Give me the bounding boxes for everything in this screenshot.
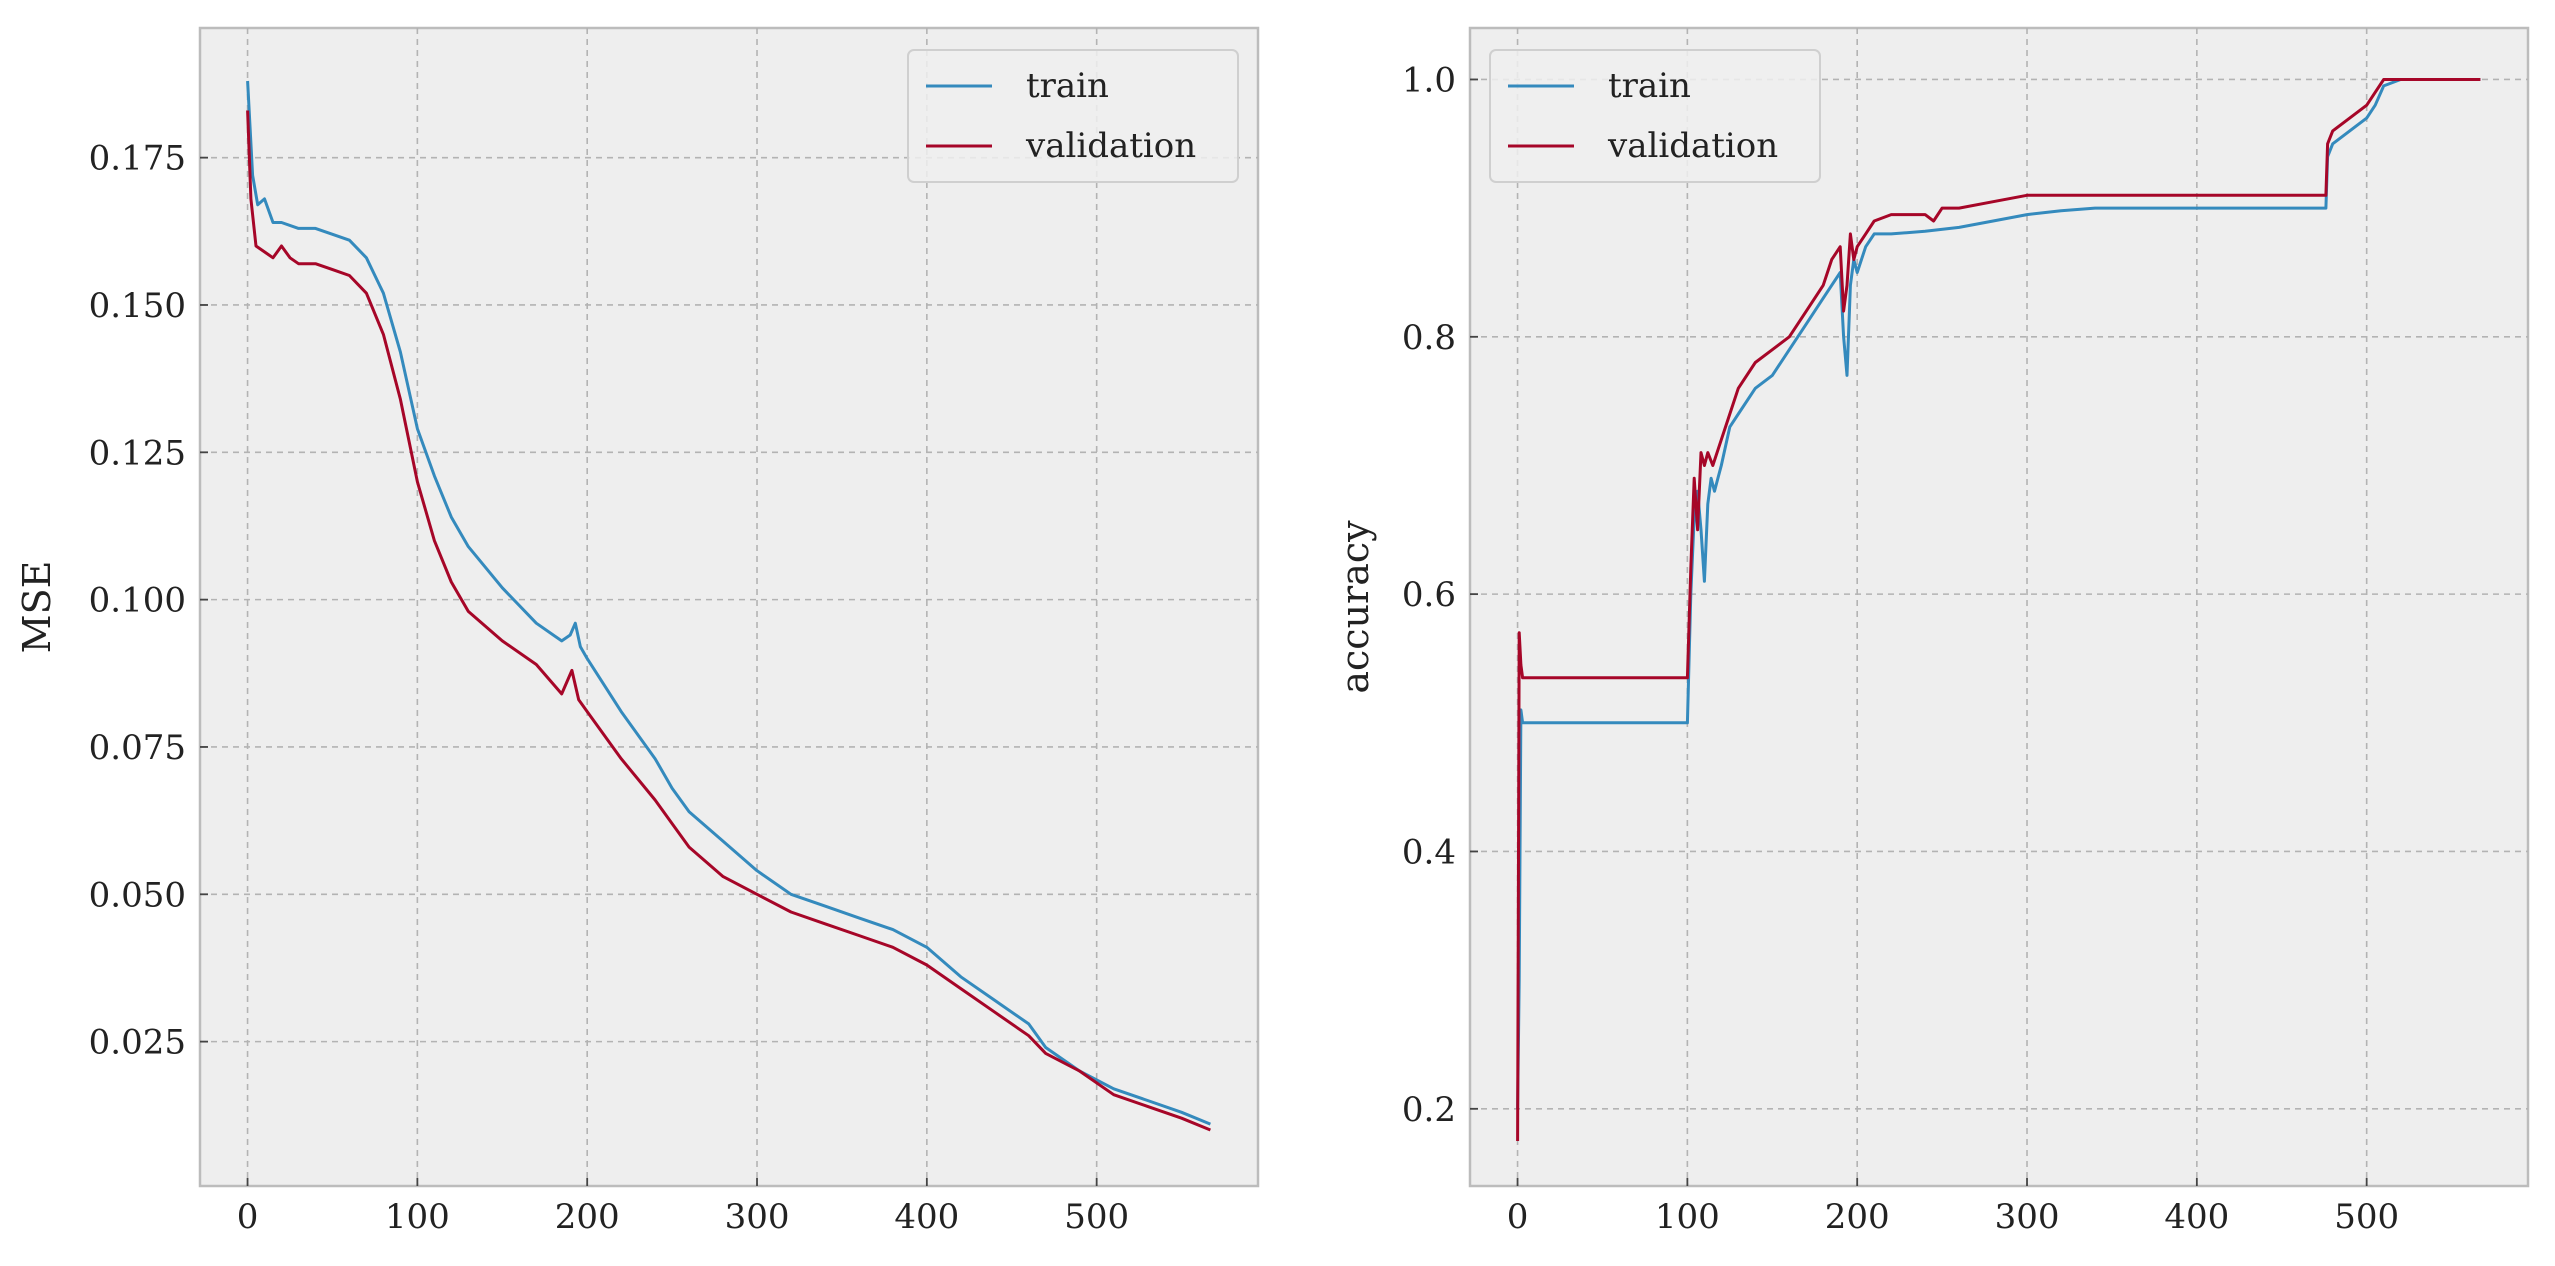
y-tick-label: 0.050: [89, 875, 186, 915]
y-tick-label: 0.4: [1402, 832, 1456, 872]
y-tick-label: 0.150: [89, 286, 186, 326]
y-tick-label: 0.175: [89, 139, 186, 179]
y-tick-label: 1.0: [1402, 60, 1456, 100]
x-tick-label: 200: [1825, 1197, 1890, 1237]
series-line-train: [246, 80, 1211, 1126]
y-tick-label: 0.125: [89, 433, 186, 473]
x-tick-label: 300: [1995, 1197, 2060, 1237]
legend-label-validation: validation: [1025, 126, 1196, 166]
x-tick-label: 200: [555, 1197, 620, 1237]
mse-chart-panel: 0 100 200 300 400 500 0.025 0.050 0.075 0.100 0.12…: [15, 26, 1260, 1237]
x-tick-label: 500: [2334, 1197, 2399, 1237]
legend-label-train: train: [1608, 66, 1691, 106]
y-tick-label: 0.8: [1402, 318, 1456, 358]
y-tick-label: 0.025: [89, 1023, 186, 1063]
x-tick-label: 500: [1064, 1197, 1129, 1237]
x-tick-label: 100: [1655, 1197, 1720, 1237]
x-tick-label: 100: [385, 1197, 450, 1237]
y-axis-label: accuracy: [1333, 520, 1377, 694]
legend: [907, 49, 1239, 183]
y-tick-label: 0.6: [1402, 575, 1456, 615]
y-tick-label: 0.075: [89, 728, 186, 768]
y-tick-label: 0.100: [89, 581, 186, 621]
y-axis-label: MSE: [15, 561, 59, 654]
series-line-validation: [1516, 78, 2481, 1142]
x-tick-label: 400: [2164, 1197, 2229, 1237]
series-line-validation: [246, 110, 1211, 1132]
x-tick-label: 400: [894, 1197, 959, 1237]
legend: [1489, 49, 1821, 183]
plot-area: [198, 26, 1260, 1188]
x-tick-label: 0: [1507, 1197, 1529, 1237]
x-tick-label: 0: [237, 1197, 259, 1237]
x-tick-label: 300: [725, 1197, 790, 1237]
accuracy-chart-panel: 0 100 200 300 400 500 0.2 0.4 0.6 0.8 1.0 accuracy t…: [1333, 26, 2530, 1237]
y-tick-label: 0.2: [1402, 1090, 1456, 1130]
legend-label-train: train: [1026, 66, 1109, 106]
legend-label-validation: validation: [1607, 126, 1778, 166]
